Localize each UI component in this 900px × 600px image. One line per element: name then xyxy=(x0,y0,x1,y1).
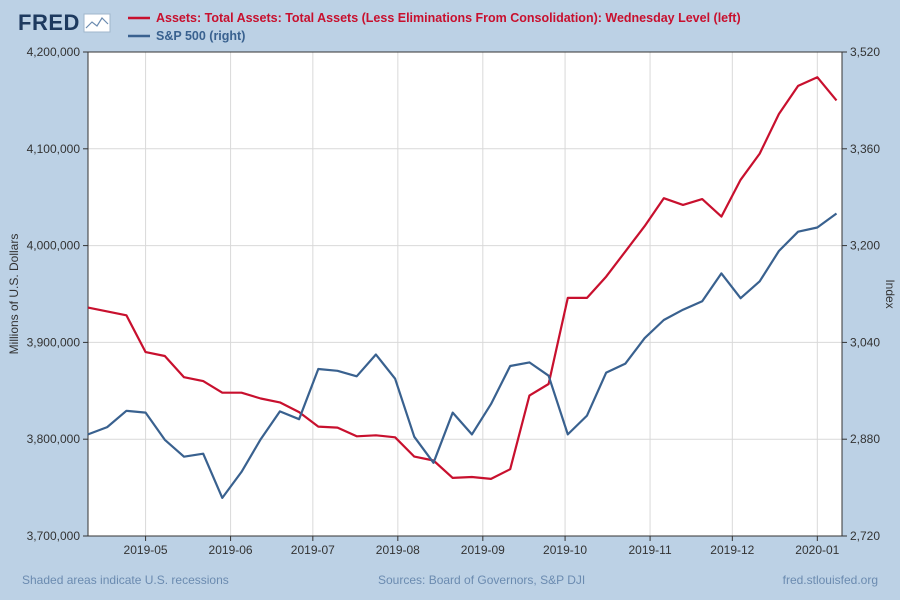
x-tick-label: 2019-08 xyxy=(376,543,420,557)
footer-center: Sources: Board of Governors, S&P DJI xyxy=(378,573,585,587)
y-left-tick-label: 4,200,000 xyxy=(27,45,81,59)
y-left-tick-label: 4,100,000 xyxy=(27,142,81,156)
y-left-tick-label: 3,700,000 xyxy=(27,529,81,543)
y-right-tick-label: 3,040 xyxy=(850,335,880,349)
x-tick-label: 2019-05 xyxy=(124,543,168,557)
y-left-axis-label: Millions of U.S. Dollars xyxy=(7,234,21,355)
legend-label: S&P 500 (right) xyxy=(156,29,245,43)
x-tick-label: 2020-01 xyxy=(795,543,839,557)
x-tick-label: 2019-11 xyxy=(628,543,671,557)
y-right-tick-label: 2,880 xyxy=(850,432,880,446)
y-right-tick-label: 3,520 xyxy=(850,45,880,59)
y-right-tick-label: 2,720 xyxy=(850,529,880,543)
y-right-tick-label: 3,200 xyxy=(850,239,880,253)
x-tick-label: 2019-09 xyxy=(461,543,505,557)
footer-right: fred.stlouisfed.org xyxy=(783,573,878,587)
y-left-tick-label: 3,900,000 xyxy=(27,335,81,349)
y-left-tick-label: 3,800,000 xyxy=(27,432,81,446)
plot-area xyxy=(88,52,842,536)
legend-label: Assets: Total Assets: Total Assets (Less… xyxy=(156,11,741,25)
chart-container: FRED Assets: Total Assets: Total Assets (… xyxy=(0,0,900,600)
y-right-axis-label: Index xyxy=(883,279,897,308)
chart-svg: FRED Assets: Total Assets: Total Assets (… xyxy=(0,0,900,600)
fred-logo: FRED xyxy=(18,10,110,35)
footer-left: Shaded areas indicate U.S. recessions xyxy=(22,573,229,587)
y-left-tick-label: 4,000,000 xyxy=(27,239,81,253)
y-right-tick-label: 3,360 xyxy=(850,142,880,156)
x-tick-label: 2019-12 xyxy=(710,543,754,557)
x-tick-label: 2019-06 xyxy=(209,543,253,557)
x-tick-label: 2019-10 xyxy=(543,543,587,557)
fred-logo-text: FRED xyxy=(18,10,80,35)
x-tick-label: 2019-07 xyxy=(291,543,335,557)
fred-logo-glyph xyxy=(84,14,110,32)
